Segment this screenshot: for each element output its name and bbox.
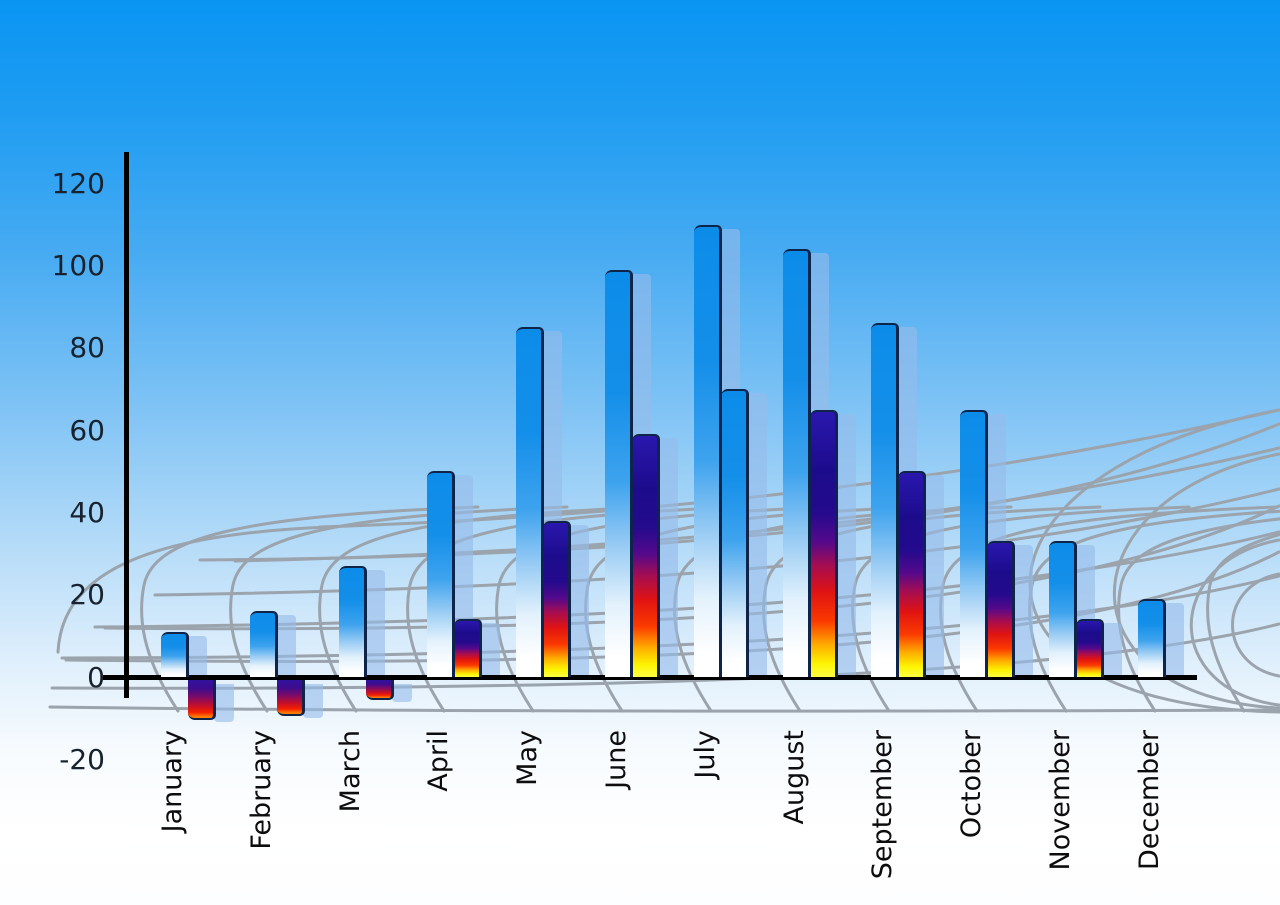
grid-vertical-arcs: [140, 505, 1280, 713]
bar-january-series1: [161, 632, 189, 677]
bar-april-series1: [427, 471, 455, 677]
bar-may-series1: [516, 327, 544, 677]
bar-september-series1: [871, 323, 899, 677]
bar-shadow-january-series2: [214, 684, 234, 722]
y-axis-line: [124, 152, 129, 698]
x-tick-label-january: January: [157, 730, 188, 833]
bar-january-series2: [188, 680, 216, 720]
x-tick-label-november: November: [1045, 730, 1076, 871]
bar-shadow-july-series2: [747, 393, 767, 675]
x-tick-label-june: June: [601, 730, 632, 789]
x-tick-label-august: August: [779, 730, 810, 825]
y-tick-label-100: 100: [51, 249, 105, 282]
bar-shadow-september-series2: [924, 475, 944, 675]
x-tick-label-february: February: [246, 730, 277, 850]
x-axis-zero-line: [103, 675, 1197, 680]
y-tick-label-20: 20: [69, 578, 105, 611]
y-tick-label-120: 120: [51, 167, 105, 200]
y-tick-label-0: 0: [87, 661, 105, 694]
bar-february-series2: [277, 680, 305, 716]
bar-august-series1: [783, 249, 811, 677]
bar-august-series2: [810, 410, 838, 677]
bar-september-series2: [898, 471, 926, 677]
bar-shadow-november-series2: [1102, 623, 1122, 675]
bar-shadow-october-series2: [1013, 545, 1033, 675]
bar-shadow-february-series2: [303, 684, 323, 718]
bar-june-series2: [632, 434, 660, 677]
x-tick-label-march: March: [335, 730, 366, 813]
bar-shadow-march-series2: [392, 684, 412, 702]
bar-shadow-march-series1: [365, 570, 385, 675]
x-tick-label-july: July: [690, 730, 721, 779]
x-tick-label-april: April: [423, 730, 454, 792]
bar-december-series1: [1138, 599, 1166, 677]
bar-shadow-february-series1: [276, 615, 296, 675]
y-tick-label-60: 60: [69, 414, 105, 447]
bar-shadow-august-series2: [836, 414, 856, 675]
x-tick-label-december: December: [1134, 730, 1165, 871]
bar-shadow-january-series1: [187, 636, 207, 675]
bar-shadow-december-series1: [1164, 603, 1184, 675]
bar-june-series1: [605, 270, 633, 677]
y-tick-label-40: 40: [69, 496, 105, 529]
bar-march-series2: [366, 680, 394, 700]
x-tick-label-october: October: [956, 730, 987, 839]
bar-february-series1: [250, 611, 278, 677]
bar-november-series1: [1049, 541, 1077, 677]
bar-october-series1: [960, 410, 988, 677]
bar-july-series1: [694, 225, 722, 677]
bar-april-series2: [454, 619, 482, 677]
y-tick-label-80: 80: [69, 331, 105, 364]
bar-march-series1: [339, 566, 367, 677]
bar-shadow-april-series2: [480, 623, 500, 675]
bar-july-series2: [721, 389, 749, 677]
y-tick-label--20: -20: [59, 743, 105, 776]
bar-shadow-june-series2: [658, 438, 678, 675]
bar-november-series2: [1076, 619, 1104, 677]
x-tick-label-may: May: [512, 730, 543, 786]
x-tick-label-september: September: [867, 730, 898, 880]
bar-october-series2: [987, 541, 1015, 677]
bar-may-series2: [543, 521, 571, 677]
bar-shadow-may-series2: [569, 525, 589, 675]
grid-front-edge: [48, 705, 1280, 713]
